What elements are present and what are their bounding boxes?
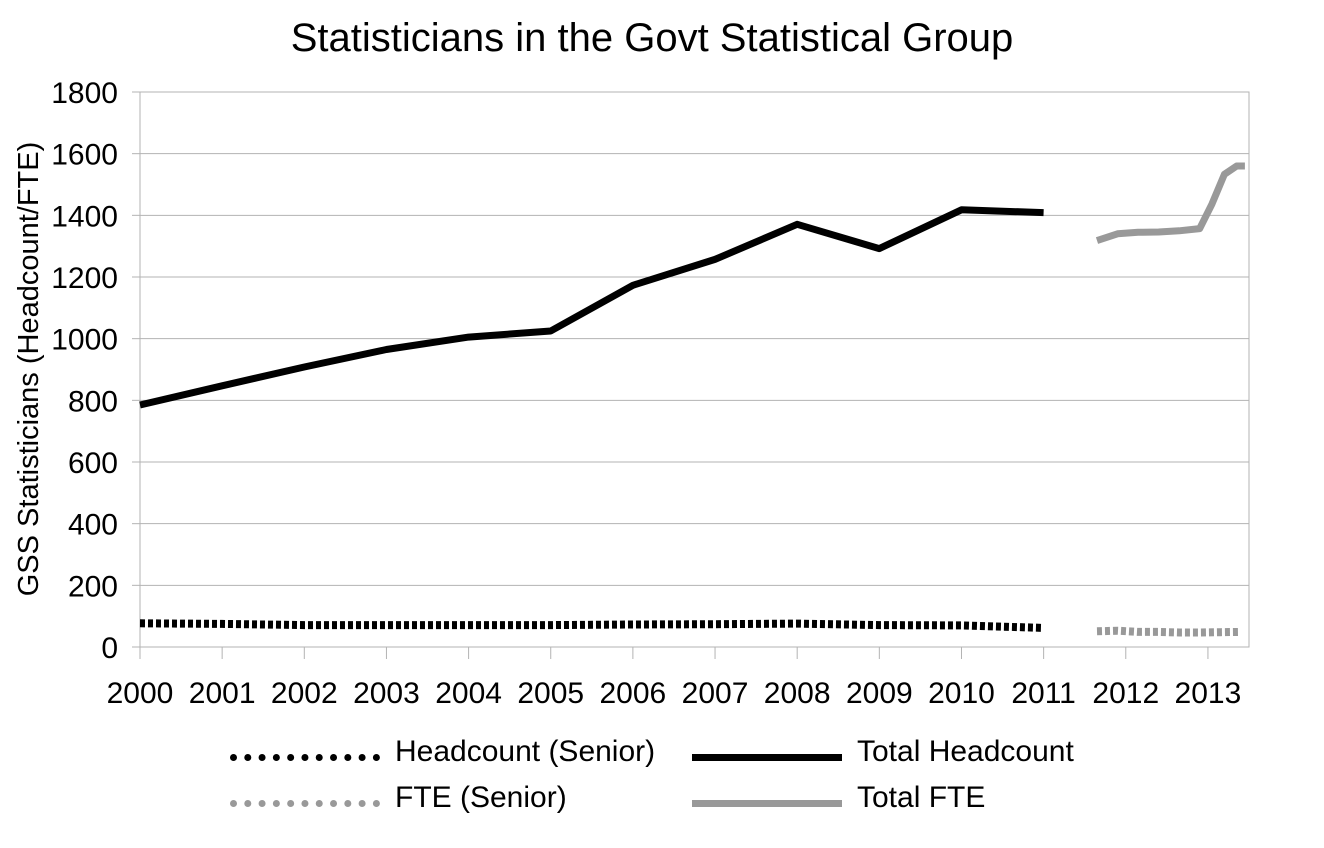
x-tick-label: 2002: [271, 677, 338, 710]
x-tick-label: 2009: [846, 677, 913, 710]
y-tick-label: 400: [68, 509, 118, 542]
legend-label: Headcount (Senior): [395, 735, 656, 768]
y-tick-label: 1600: [51, 139, 118, 172]
x-tick-label: 2006: [600, 677, 667, 710]
x-tick-label: 2001: [189, 677, 256, 710]
legend-swatch-solid-black: [692, 754, 842, 761]
series-line-total-fte: [1095, 162, 1245, 244]
gridlines: [139, 91, 1250, 648]
y-tick-label: 1000: [51, 324, 118, 357]
series-line-headcount-senior: [139, 619, 1044, 632]
x-tick-label: 2011: [1011, 677, 1076, 710]
y-tick-label: 1400: [51, 200, 118, 233]
x-tick-label: 2010: [928, 677, 995, 710]
y-tick-label: 0: [101, 632, 118, 665]
legend-swatch-solid-grey: [692, 800, 842, 807]
x-tick-label: 2008: [764, 677, 831, 710]
y-tick-label: 800: [68, 385, 118, 418]
y-tick-label: 600: [68, 447, 118, 480]
legend-label: Total Headcount: [857, 735, 1074, 768]
y-tick-label: 200: [68, 570, 118, 603]
x-tick-label: 2013: [1175, 677, 1242, 710]
legend-label: Total FTE: [857, 781, 986, 814]
x-tick-label: 2004: [435, 677, 502, 710]
x-tick-label: 2003: [353, 677, 420, 710]
legend-swatch-dotted-black: [230, 754, 380, 761]
y-axis-label: GSS Statisticians (Headcount/FTE): [13, 142, 45, 597]
x-tick-label: 2007: [682, 677, 749, 710]
y-tick-label: 1200: [51, 262, 118, 295]
x-tick-label: 2012: [1092, 677, 1159, 710]
series-line-total-headcount: [139, 206, 1044, 409]
axes: 0 200 400 600 800 1000 1200 1400 1600 1800 2000 200…: [51, 77, 1241, 710]
series-line-fte-senior: [1096, 626, 1241, 637]
legend: Headcount (Senior) Total Headcount FTE (…: [230, 733, 1130, 833]
legend-swatch-dotted-grey: [230, 800, 380, 807]
chart-title: Statisticians in the Govt Statistical Gr…: [290, 16, 1014, 60]
x-tick-label: 2000: [107, 677, 174, 710]
series-lines: [139, 162, 1245, 637]
x-tick-label: 2005: [517, 677, 584, 710]
legend-label: FTE (Senior): [395, 781, 567, 814]
y-tick-label: 1800: [51, 77, 118, 110]
